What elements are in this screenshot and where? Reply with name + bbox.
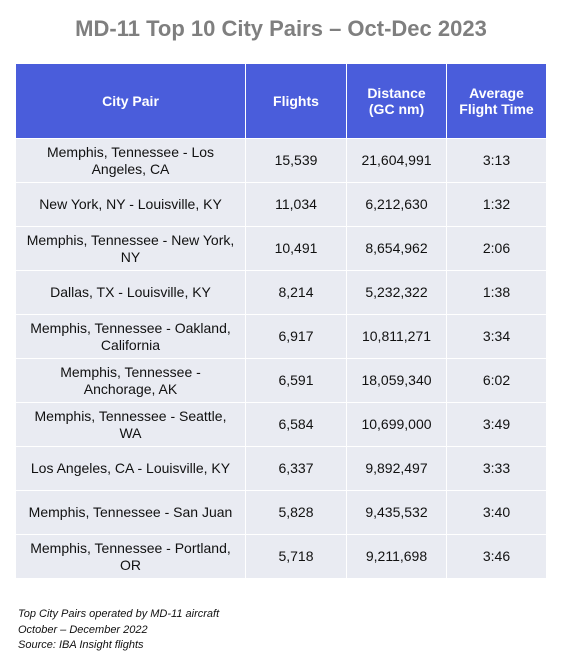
- table-cell: Memphis, Tennessee - Portland, OR: [15, 534, 246, 579]
- table-cell: 15,539: [245, 138, 347, 183]
- table-cell: 5,828: [245, 490, 347, 535]
- table-cell: 8,214: [245, 270, 347, 315]
- table-cell: 3:46: [446, 534, 547, 579]
- table-cell: Memphis, Tennessee - Anchorage, AK: [15, 358, 246, 403]
- table-row: Memphis, Tennessee - New York, NY 10,491 8…: [15, 226, 547, 271]
- table-row: Dallas, TX - Louisville, KY 8,214 5,232,32…: [15, 270, 547, 315]
- title: MD-11 Top 10 City Pairs – Oct-Dec 2023: [75, 16, 487, 41]
- table-cell: Memphis, Tennessee - New York, NY: [15, 226, 246, 271]
- table-cell: 9,435,532: [346, 490, 447, 535]
- table-cell: 11,034: [245, 182, 347, 227]
- table-cell: 1:32: [446, 182, 547, 227]
- table-cell: 10,811,271: [346, 314, 447, 359]
- table-cell: 3:33: [446, 446, 547, 491]
- table-cell: 6,212,630: [346, 182, 447, 227]
- table-row: Memphis, Tennessee - Anchorage, AK 6,591 1…: [15, 358, 547, 403]
- table-cell: 6,917: [245, 314, 347, 359]
- table-cell: 3:13: [446, 138, 547, 183]
- table-cell: 21,604,991: [346, 138, 447, 183]
- table-body: Memphis, Tennessee - Los Angeles, CA 15,5…: [15, 138, 547, 579]
- column-header: City Pair: [15, 63, 246, 139]
- table-row: Memphis, Tennessee - Seattle, WA 6,584 10,…: [15, 402, 547, 447]
- table-row: Memphis, Tennessee - Portland, OR 5,718 9,…: [15, 534, 547, 579]
- table-row: Memphis, Tennessee - San Juan 5,828 9,435,…: [15, 490, 547, 535]
- table-cell: 6,584: [245, 402, 347, 447]
- footnote: Source: IBA Insight flights: [18, 639, 144, 651]
- table-cell: 8,654,962: [346, 226, 447, 271]
- table-cell: Memphis, Tennessee - San Juan: [15, 490, 246, 535]
- column-header: Average Flight Time: [446, 63, 547, 139]
- table-cell: 3:40: [446, 490, 547, 535]
- table-cell: 9,892,497: [346, 446, 447, 491]
- footnotes: Top City Pairs operated by MD-11 aircraf…: [18, 607, 219, 654]
- table-cell: 10,491: [245, 226, 347, 271]
- table-cell: Memphis, Tennessee - Seattle, WA: [15, 402, 246, 447]
- table-cell: 5,232,322: [346, 270, 447, 315]
- footnote: October – December 2022: [18, 623, 148, 636]
- table-row: Los Angeles, CA - Louisville, KY 6,337 9,8…: [15, 446, 547, 491]
- column-header: Distance (GC nm): [346, 63, 447, 139]
- table-cell: Memphis, Tennessee - Los Angeles, CA: [15, 138, 246, 183]
- table-row: New York, NY - Louisville, KY 11,034 6,212…: [15, 182, 547, 227]
- table-cell: 3:34: [446, 314, 547, 359]
- header-row: City Pair Flights Distance (GC nm) Average …: [15, 63, 547, 139]
- table-cell: 2:06: [446, 226, 547, 271]
- table-cell: 5,718: [245, 534, 347, 579]
- table-cell: 3:49: [446, 402, 547, 447]
- table-cell: 10,699,000: [346, 402, 447, 447]
- table-cell: 6,591: [245, 358, 347, 403]
- table-row: Memphis, Tennessee - Oakland, California…: [15, 314, 547, 359]
- table-cell: Los Angeles, CA - Louisville, KY: [15, 446, 246, 491]
- table-cell: 6,337: [245, 446, 347, 491]
- table-cell: 6:02: [446, 358, 547, 403]
- footnote: Top City Pairs operated by MD-11 aircraf…: [18, 608, 220, 620]
- table-cell: Memphis, Tennessee - Oakland, California: [15, 314, 246, 359]
- table-cell: Dallas, TX - Louisville, KY: [15, 270, 246, 315]
- table-cell: 9,211,698: [346, 534, 447, 579]
- table-cell: 18,059,340: [346, 358, 447, 403]
- table-cell: 1:38: [446, 270, 547, 315]
- table-row: Memphis, Tennessee - Los Angeles, CA 15,5…: [15, 138, 547, 183]
- data-table: City Pair Flights Distance (GC nm) Average …: [15, 63, 547, 579]
- table-cell: New York, NY - Louisville, KY: [15, 182, 246, 227]
- column-header: Flights: [245, 63, 347, 139]
